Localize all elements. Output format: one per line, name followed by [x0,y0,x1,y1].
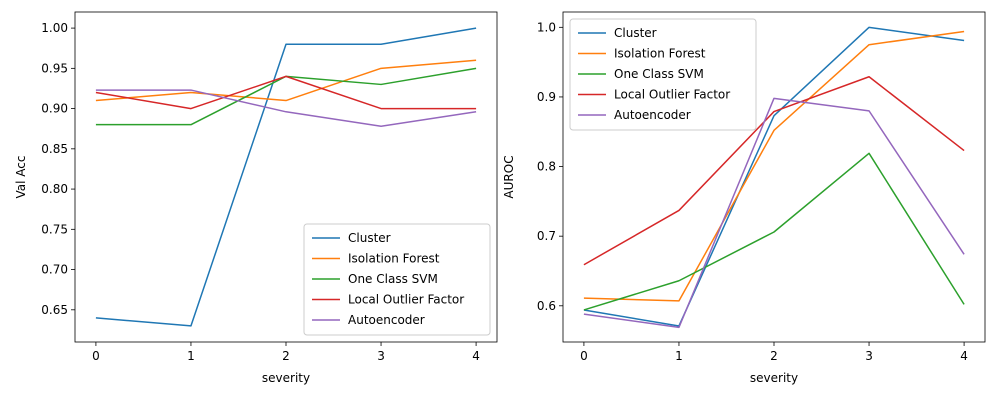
legend-label: Cluster [614,26,657,40]
series-line-autoencoder [95,89,477,128]
series-line-cluster [95,27,477,327]
y-axis-label: AUROC [502,155,516,198]
y-tick-label: 0.7 [537,229,556,243]
y-tick-label: 0.8 [537,160,556,174]
x-axis-label: severity [262,371,310,385]
series-line-autoencoder [583,97,965,329]
x-tick-label: 1 [187,349,195,363]
y-axis-label: Val Acc [14,156,28,199]
legend-label: Local Outlier Factor [614,88,730,102]
series-line-cluster [583,26,965,327]
series-line-one-class-svm [583,152,965,311]
legend-label: Cluster [348,231,391,245]
y-tick-label: 0.80 [41,182,68,196]
x-tick-label: 2 [282,349,290,363]
x-tick-label: 4 [472,349,480,363]
x-tick-label: 3 [377,349,385,363]
legend-frame [303,223,491,336]
legend-label: Autoencoder [348,313,425,327]
legend-label: One Class SVM [614,67,704,81]
x-tick-label: 3 [865,349,873,363]
y-tick-label: 0.90 [41,102,68,116]
x-tick-label: 0 [580,349,588,363]
y-tick-label: 0.95 [41,61,68,75]
series-line-isolation-forest [583,30,965,302]
series-line-isolation-forest [95,59,477,102]
x-tick-label: 2 [770,349,778,363]
x-tick-label: 0 [92,349,100,363]
y-tick-label: 0.65 [41,303,68,317]
series-line-local-outlier-factor [95,75,477,110]
legend-frame [569,18,757,131]
x-tick-label: 4 [960,349,968,363]
y-tick-label: 1.00 [41,21,68,35]
y-tick-label: 0.6 [537,299,556,313]
series-line-local-outlier-factor [583,76,965,266]
legend-label: Local Outlier Factor [348,293,464,307]
chart-val-acc: 0 1 2 3 4 0.65 0.70 0.75 0.80 0.85 0.90 0.95 1.00 sev… [14,11,498,385]
x-axis-label: severity [750,371,798,385]
legend: Cluster Isolation Forest One Class SVM Loca… [569,18,757,131]
legend-label: One Class SVM [348,272,438,286]
x-tick-label: 1 [675,349,683,363]
legend-label: Isolation Forest [348,252,440,266]
y-tick-label: 1.0 [537,20,556,34]
y-tick-label: 0.85 [41,142,68,156]
legend-label: Isolation Forest [614,47,706,61]
y-tick-label: 0.70 [41,263,68,277]
y-tick-label: 0.9 [537,90,556,104]
chart-auroc: 0 1 2 3 4 0.6 0.7 0.8 0.9 1.0 severity AUROC Cluster… [502,11,986,385]
legend: Cluster Isolation Forest One Class SVM Loca… [303,223,491,336]
legend-label: Autoencoder [614,108,691,122]
y-tick-label: 0.75 [41,222,68,236]
